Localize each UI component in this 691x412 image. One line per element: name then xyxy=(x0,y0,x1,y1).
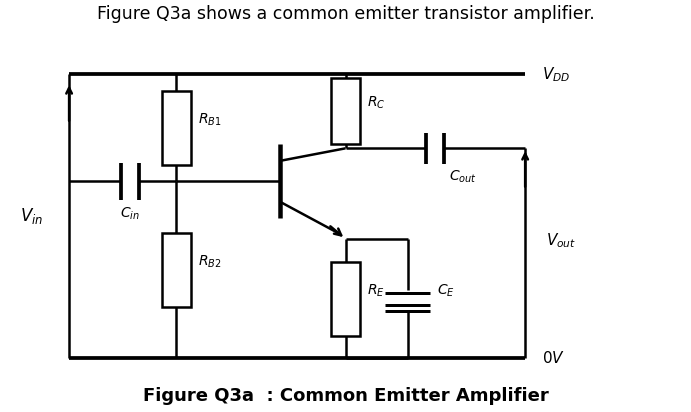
Bar xyxy=(162,91,191,165)
Text: Figure Q3a shows a common emitter transistor amplifier.: Figure Q3a shows a common emitter transi… xyxy=(97,5,594,23)
Bar xyxy=(331,78,360,144)
Text: $0V$: $0V$ xyxy=(542,351,565,366)
Text: $V_{DD}$: $V_{DD}$ xyxy=(542,65,571,84)
Text: $V_{out}$: $V_{out}$ xyxy=(546,232,576,250)
Text: $R_E$: $R_E$ xyxy=(367,282,385,299)
Bar xyxy=(331,262,360,336)
Text: $C_E$: $C_E$ xyxy=(437,282,455,299)
Text: $R_C$: $R_C$ xyxy=(367,95,386,111)
Text: $C_{in}$: $C_{in}$ xyxy=(120,206,140,222)
Text: Figure Q3a  : Common Emitter Amplifier: Figure Q3a : Common Emitter Amplifier xyxy=(142,386,549,405)
Text: $R_{B1}$: $R_{B1}$ xyxy=(198,111,221,128)
Text: $C_{out}$: $C_{out}$ xyxy=(449,169,477,185)
Bar xyxy=(162,233,191,307)
Text: $V_{in}$: $V_{in}$ xyxy=(19,206,43,226)
Text: $R_{B2}$: $R_{B2}$ xyxy=(198,253,221,270)
